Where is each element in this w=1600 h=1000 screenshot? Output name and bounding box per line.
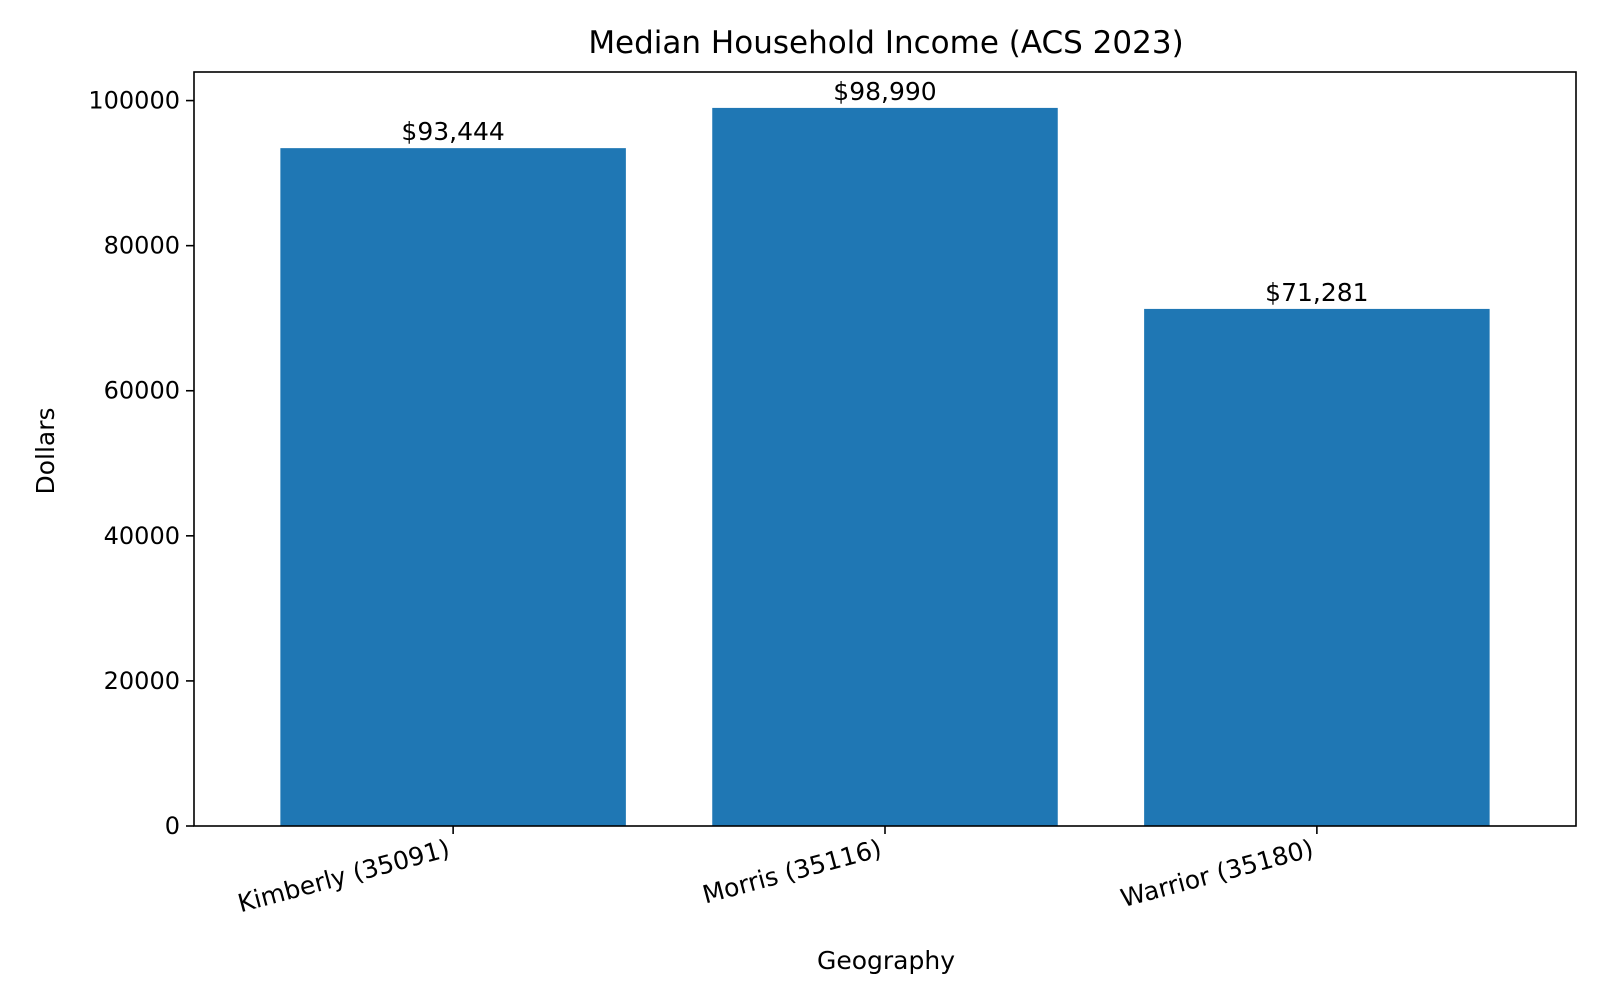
data-label: $93,444 — [401, 117, 504, 146]
x-axis-label: Geography — [817, 946, 955, 975]
bar — [280, 148, 626, 827]
chart-title: Median Household Income (ACS 2023) — [588, 25, 1183, 61]
data-labels-group: $93,444 $98,990 $71,281 — [401, 77, 1368, 307]
y-tick-label: 80000 — [104, 232, 180, 260]
x-tick-label: Warrior (35180) — [1118, 834, 1317, 913]
x-tick-label: Kimberly (35091) — [235, 834, 453, 918]
y-tick-label: 60000 — [104, 377, 180, 405]
y-tick-label: 0 — [165, 812, 180, 840]
bar — [712, 107, 1058, 827]
y-axis: 0 20000 40000 60000 80000 100000 — [88, 87, 194, 840]
data-label: $71,281 — [1265, 278, 1368, 307]
y-tick-label: 100000 — [88, 87, 180, 115]
x-tick-label: Morris (35116) — [699, 834, 884, 910]
y-axis-label: Dollars — [31, 407, 60, 494]
bars-group — [280, 107, 1490, 827]
y-tick-label: 20000 — [104, 667, 180, 695]
bar — [1144, 308, 1490, 826]
data-label: $98,990 — [833, 77, 936, 106]
y-tick-label: 40000 — [104, 522, 180, 550]
x-axis: Kimberly (35091) Morris (35116) Warrior (3… — [235, 826, 1318, 918]
